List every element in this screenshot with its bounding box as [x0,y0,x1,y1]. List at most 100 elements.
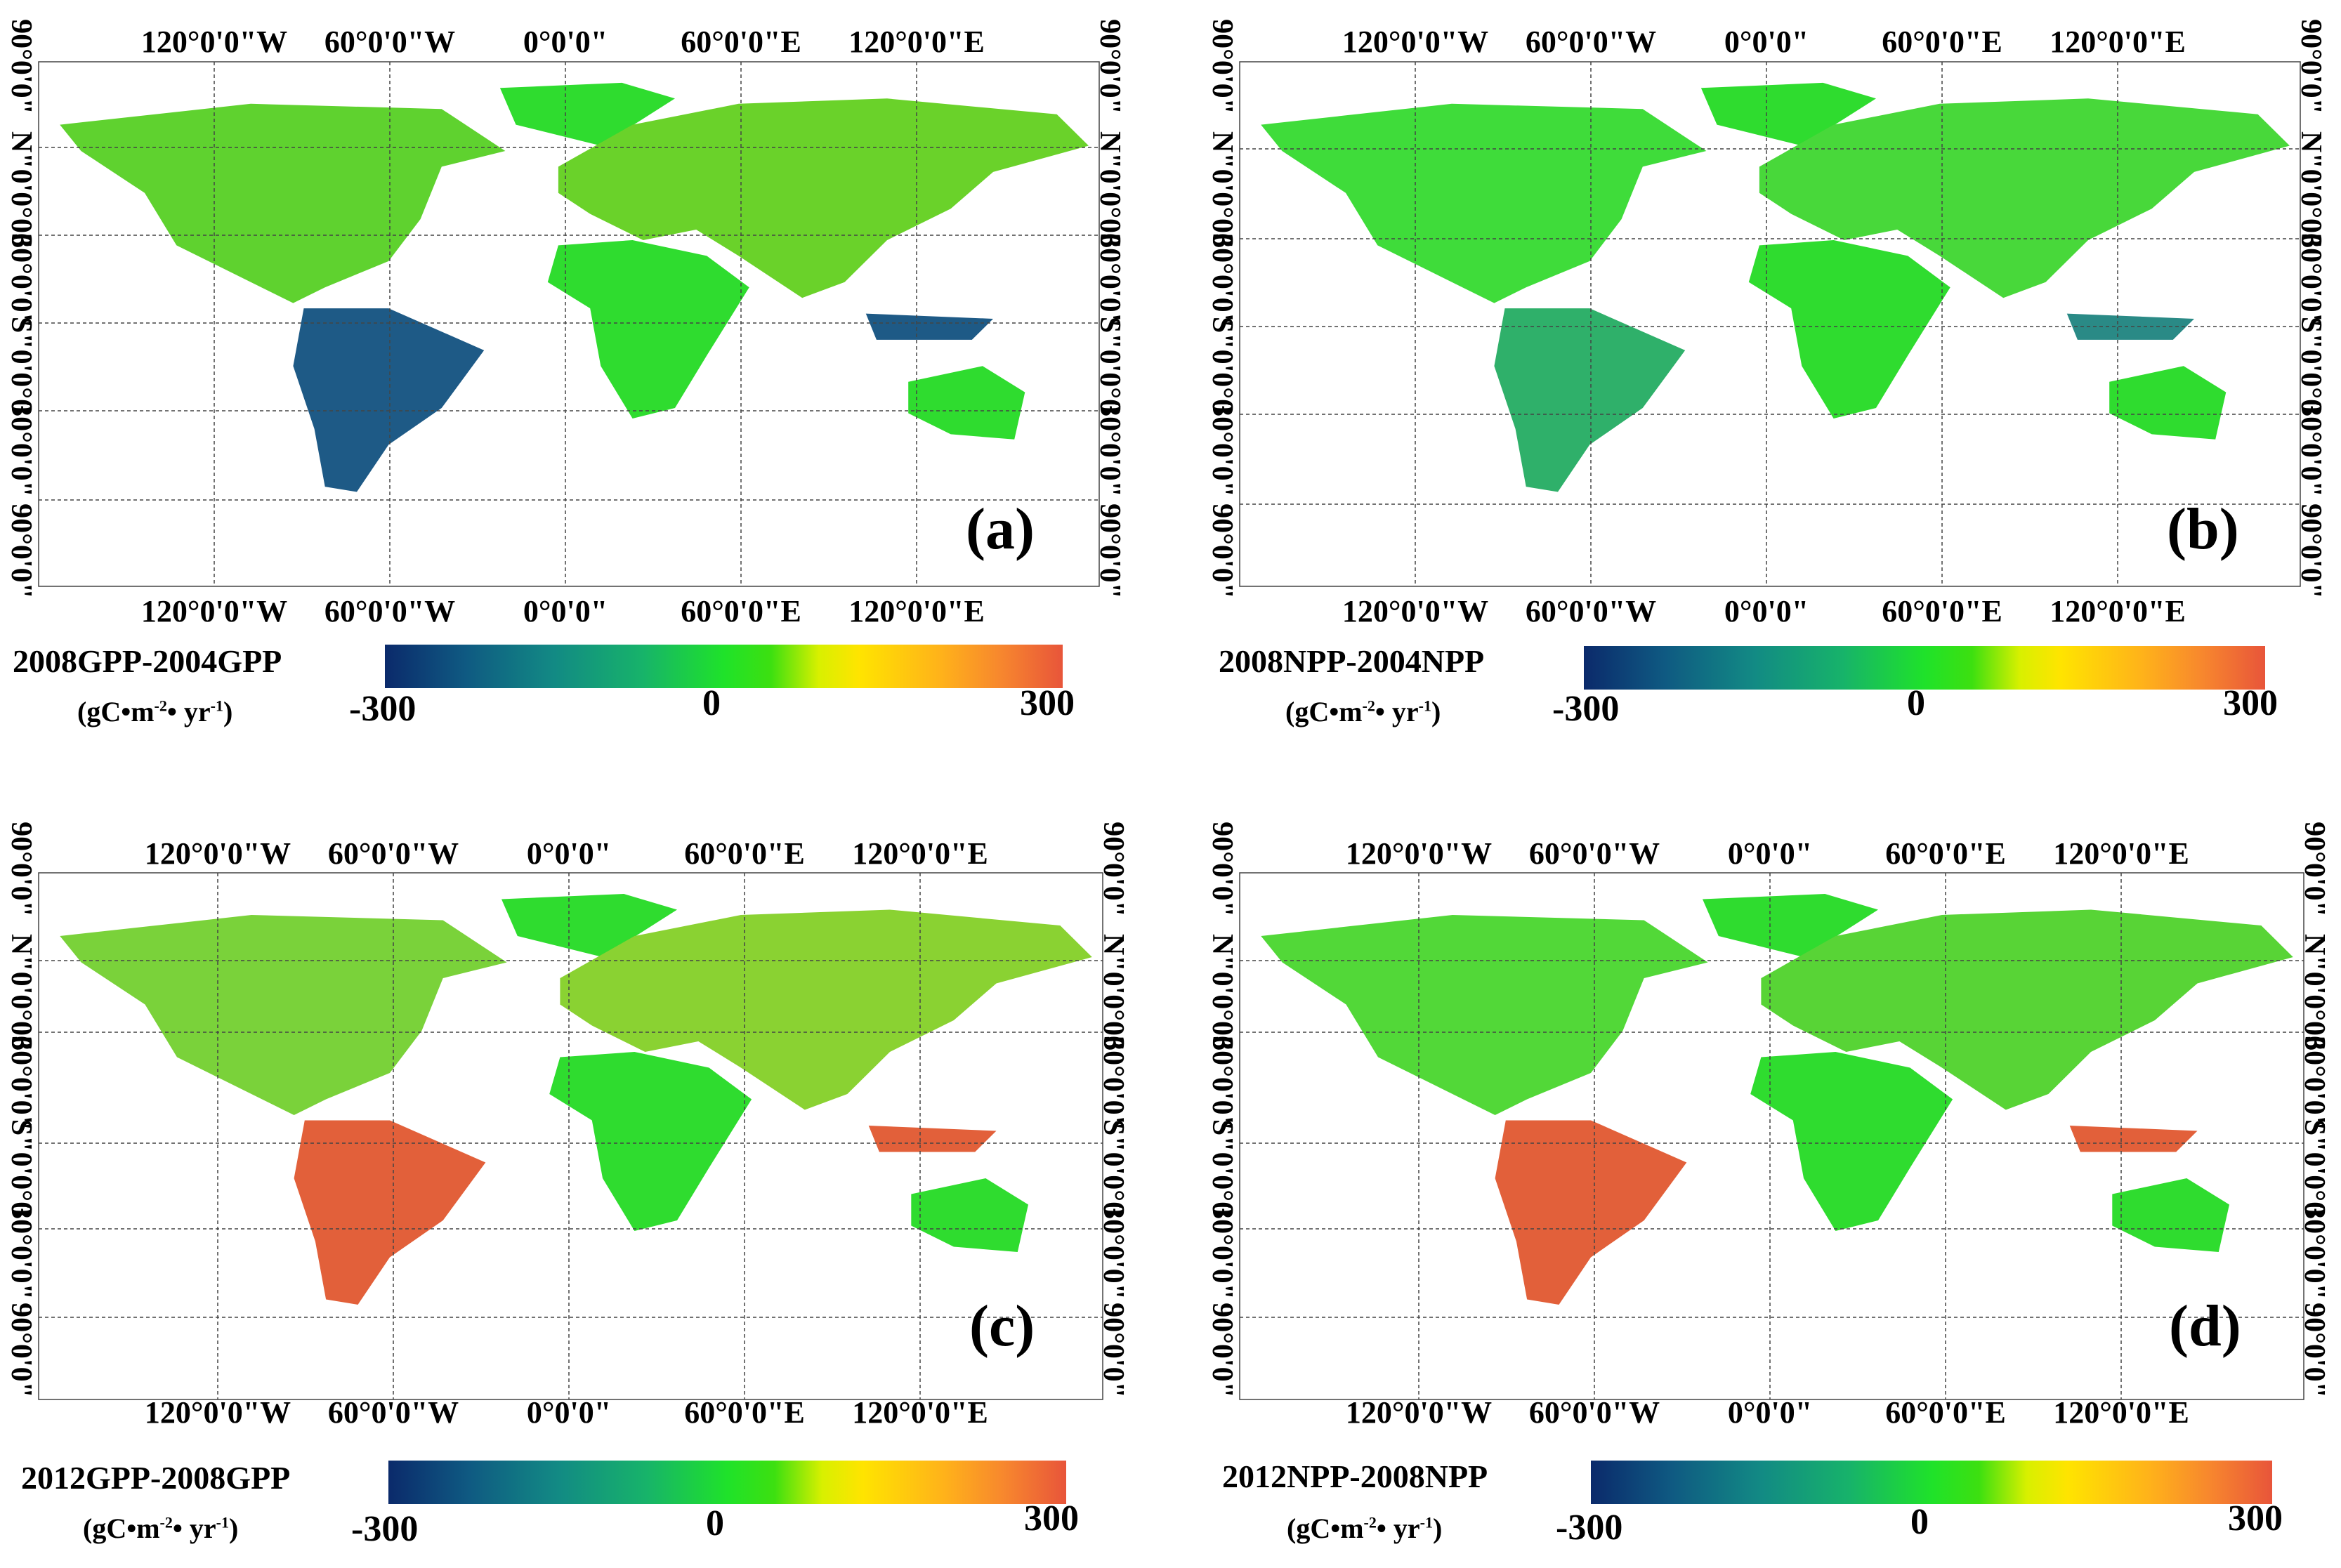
colorbar [1584,646,2265,690]
panel-letter: (d) [2169,1293,2241,1359]
lat-label-right: 90°0'0" [1097,822,1129,917]
lat-label-right: 30°0'0" [1094,233,1126,329]
lat-label-left: 30°0'0" [5,1204,37,1300]
colorbar-units: (gC•m-2• yr-1) [1285,696,1441,727]
lon-label-bottom: 120°0'0"W [1345,1395,1493,1430]
lat-label-left: 90°0'0" [5,1303,37,1398]
lat-label-right: S"0'0°0 [1094,316,1126,414]
lon-label-bottom: 60°0'0"E [681,594,801,628]
lon-label-top: 60°0'0"W [324,25,456,59]
colorbar-min-label: -300 [349,689,417,729]
lon-label-top: 0°0'0" [523,25,608,59]
panel-letter: (c) [969,1293,1035,1359]
lat-label-right: 90°0'0" [2298,822,2330,917]
lat-label-left: 30°0'0" [5,233,37,329]
lon-label-top: 60°0'0"E [1882,25,2002,59]
africa-landmass [547,240,749,419]
colorbar-min-label: -300 [351,1509,419,1549]
africa-landmass [1748,240,1950,419]
lat-label-right: 90°0'0" [2295,19,2327,114]
lon-label-top: 120°0'0"W [144,836,291,871]
northAmerica-landmass [60,915,507,1115]
colorbar-max-label: 300 [1024,1498,1079,1539]
lon-label-top: 0°0'0" [1724,25,1809,59]
lat-label-left: N"0'0°06 [5,933,37,1051]
lat-label-left: N"0'0°06 [5,131,37,249]
lon-label-bottom: 60°0'0"W [1528,1395,1660,1430]
lon-label-bottom: 120°0'0"E [2050,594,2186,628]
lon-label-bottom: 0°0'0" [1724,594,1809,628]
lat-label-right: S"0'0°0 [2295,316,2327,414]
lat-label-right: 90°0'0" [1097,1303,1129,1398]
indonesia-landmass [868,1126,997,1152]
world-map-a [38,61,1100,587]
map-panel-b: 120°0'0"W 60°0'0"W 0°0'0" 60°0'0"E 120°0… [1201,0,2327,762]
lon-label-top: 60°0'0"E [1885,836,2006,871]
australia-landmass [2112,1178,2229,1252]
lat-label-left: S"0'0°0 [1206,1119,1238,1217]
panel-letter: (b) [2167,496,2239,562]
colorbar-mid-label: 0 [702,683,721,723]
lat-label-left: 90°0'0" [1206,19,1238,114]
lat-label-left: 30°0'0" [5,402,37,497]
lat-label-left: 30°0'0" [1206,402,1238,497]
africa-landmass [549,1052,752,1231]
lon-label-bottom: 0°0'0" [523,594,608,628]
southAmerica-landmass [1494,308,1686,492]
colorbar-units: (gC•m-2• yr-1) [1287,1513,1443,1544]
map-frame [1239,872,2304,1400]
lon-label-top: 120°0'0"W [140,25,288,59]
world-map-d [1239,872,2304,1400]
colorbar-mid-label: 0 [1910,1502,1929,1542]
colorbar [388,1461,1066,1504]
world-map-b [1239,61,2301,587]
lat-label-right: 90°0'0" [2298,1303,2330,1398]
lon-label-top: 120°0'0"E [2050,25,2186,59]
lat-label-right: 30°0'0" [2298,1036,2330,1131]
lat-label-right: N"0'0°06 [2295,131,2327,249]
lat-label-left: 30°0'0" [5,1036,37,1131]
indonesia-landmass [2069,1126,2198,1152]
map-frame [38,61,1100,587]
lat-label-right: 30°0'0" [1094,402,1126,497]
lat-label-right: S"0'0°0 [2298,1119,2330,1217]
lon-label-bottom: 60°0'0"W [1525,594,1657,628]
lon-label-top: 0°0'0" [1727,836,1813,871]
greenland-landmass [1700,82,1876,146]
colorbar [385,645,1063,688]
colorbar-title: 2012GPP-2008GPP [21,1460,291,1496]
indonesia-landmass [865,313,993,340]
lon-label-top: 0°0'0" [526,836,612,871]
colorbar-units: (gC•m-2• yr-1) [83,1513,239,1544]
northAmerica-landmass [1261,103,1707,303]
lon-label-bottom: 60°0'0"E [684,1395,805,1430]
lon-label-bottom: 0°0'0" [1727,1395,1813,1430]
lon-label-bottom: 0°0'0" [526,1395,612,1430]
colorbar [1591,1461,2272,1504]
lat-label-right: 90°0'0" [1094,503,1126,599]
lat-label-left: 30°0'0" [1206,1036,1238,1131]
africa-landmass [1750,1052,1953,1231]
lat-label-right: 30°0'0" [2295,402,2327,497]
lon-label-bottom: 60°0'0"W [324,594,456,628]
lon-label-top: 60°0'0"E [681,25,801,59]
lon-label-top: 60°0'0"E [684,836,805,871]
colorbar-mid-label: 0 [1907,683,1925,723]
lat-label-right: N"0'0°06 [2298,933,2330,1051]
map-frame [38,872,1103,1400]
lon-label-top: 120°0'0"E [848,25,985,59]
eurasia-landmass [558,98,1089,298]
colorbar-units: (gC•m-2• yr-1) [77,696,233,727]
lat-label-right: 90°0'0" [1094,19,1126,114]
lon-label-top: 60°0'0"W [1525,25,1657,59]
map-panel-c: 120°0'0"W 60°0'0"W 0°0'0" 60°0'0"E 120°0… [0,806,1129,1568]
australia-landmass [908,366,1025,440]
lat-label-right: 30°0'0" [2298,1204,2330,1300]
colorbar-title: 2012NPP-2008NPP [1222,1458,1488,1494]
northAmerica-landmass [1261,915,1708,1115]
map-frame [1239,61,2301,587]
lat-label-right: 90°0'0" [2295,503,2327,599]
lat-label-left: 90°0'0" [1206,1303,1238,1398]
lat-label-left: S"0'0°0 [5,316,37,414]
greenland-landmass [501,894,677,957]
